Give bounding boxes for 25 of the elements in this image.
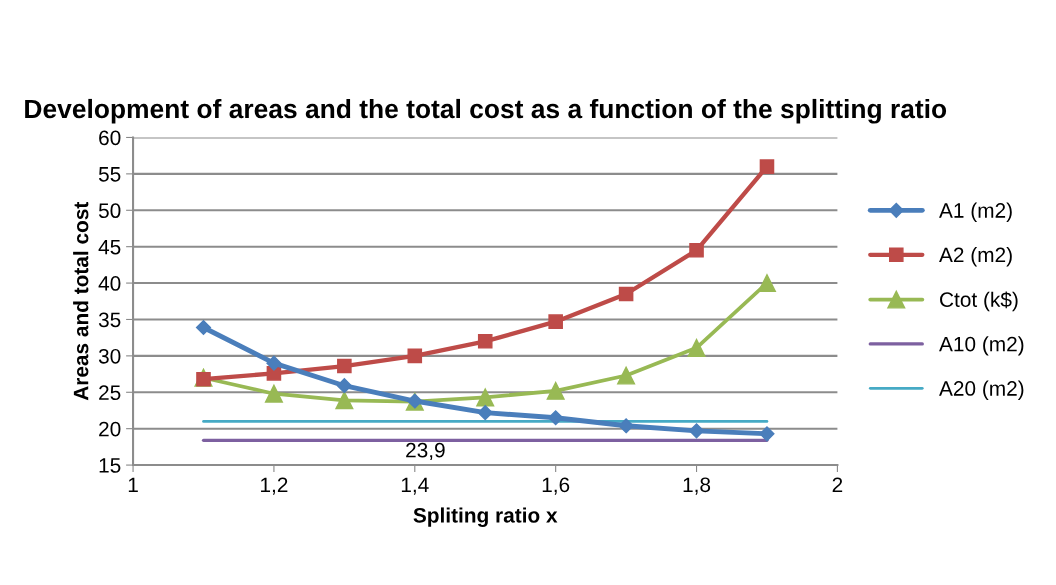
- y-tick-label: 55: [98, 167, 121, 182]
- y-tick-label: 15: [99, 458, 121, 473]
- x-tick-label: 1,8: [683, 477, 711, 495]
- legend-label: A20 (m2): [939, 380, 1024, 400]
- y-tick-label: 50: [98, 203, 121, 219]
- x-tick-label: 1,4: [401, 477, 429, 495]
- legend-label: Ctot (k$): [940, 291, 1018, 312]
- x-tick-label: 2: [832, 477, 843, 492]
- legend-label: A2 (m2): [939, 246, 1012, 267]
- y-tick-label: 40: [98, 276, 121, 291]
- annotation: 23,9: [406, 442, 445, 461]
- x-tick-label: 1,6: [542, 477, 570, 495]
- legend-label: A10 (m2): [939, 336, 1024, 356]
- x-tick-label: 1: [128, 477, 138, 492]
- y-tick-label: 45: [98, 239, 121, 255]
- y-tick-label: 60: [99, 130, 121, 146]
- x-axis-title: Spliting ratio x: [413, 507, 558, 527]
- y-tick-label: 20: [99, 421, 121, 437]
- y-tick-label: 30: [98, 348, 121, 364]
- chart-title: Development of areas and the total cost as a function of the splitting ratio: [25, 98, 947, 124]
- y-axis-title: Areas and total cost: [73, 201, 89, 401]
- y-tick-label: 35: [98, 312, 121, 328]
- legend-label: A1 (m2): [939, 202, 1012, 222]
- y-tick-label: 25: [99, 385, 121, 401]
- x-tick-label: 1,2: [261, 477, 288, 495]
